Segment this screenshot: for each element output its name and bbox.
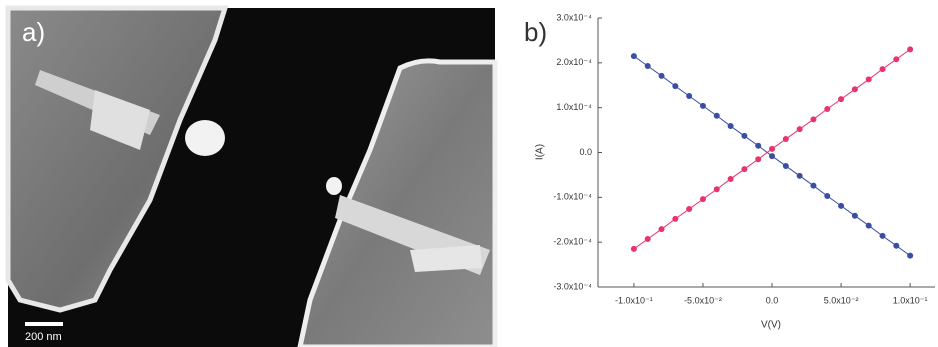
y-tick-label: 3.0x10⁻⁴ (556, 12, 592, 22)
data-point (630, 245, 637, 252)
data-point (741, 166, 748, 173)
data-point (713, 112, 720, 119)
y-tick-label: -2.0x10⁻⁴ (553, 237, 592, 247)
y-tick-label: -3.0x10⁻⁴ (553, 281, 592, 291)
data-point (658, 226, 665, 233)
y-tick-label: 1.0x10⁻⁴ (556, 102, 592, 112)
x-tick-label: 5.0x10⁻² (824, 295, 859, 305)
scale-bar-label: 200 nm (25, 331, 62, 343)
data-point (713, 186, 720, 193)
data-point (879, 66, 886, 73)
data-point (907, 46, 914, 53)
data-point (810, 116, 817, 123)
data-point (644, 62, 651, 69)
data-point (755, 142, 762, 149)
y-tick-label: 0.0 (579, 147, 592, 157)
data-point (741, 132, 748, 139)
data-point (879, 232, 886, 239)
particle (185, 120, 225, 156)
data-point (907, 252, 914, 259)
data-point (630, 53, 637, 60)
x-tick-label: -1.0x10⁻¹ (615, 295, 653, 305)
data-point (644, 236, 651, 243)
data-point (824, 192, 831, 199)
data-point (893, 56, 900, 63)
data-point (865, 222, 872, 229)
panel-label: a) (22, 17, 45, 47)
data-point (796, 172, 803, 179)
data-point (672, 83, 679, 90)
data-point (727, 175, 734, 182)
nanowire (410, 245, 482, 272)
data-point (658, 72, 665, 79)
particle (326, 177, 342, 195)
x-axis-label: V(V) (761, 320, 781, 331)
data-point (851, 86, 858, 93)
nanowire (90, 90, 150, 150)
data-point (824, 106, 831, 113)
data-point (865, 76, 872, 83)
y-axis-label: I(A) (535, 144, 546, 160)
data-point (893, 242, 900, 249)
scale-bar (25, 322, 63, 326)
data-point (699, 102, 706, 109)
data-point (782, 136, 789, 143)
data-point (686, 205, 693, 212)
x-tick-label: -5.0x10⁻² (684, 295, 722, 305)
data-point (838, 202, 845, 209)
y-tick-label: 2.0x10⁻⁴ (556, 57, 592, 67)
data-point (838, 96, 845, 103)
data-point (686, 93, 693, 100)
data-point (769, 145, 776, 152)
data-point (755, 156, 762, 163)
panel-label: b) (524, 17, 547, 47)
data-point (851, 212, 858, 219)
right-electrode (297, 58, 498, 347)
data-point (699, 196, 706, 203)
data-point (727, 123, 734, 130)
x-tick-label: 1.0x10⁻¹ (893, 295, 928, 305)
data-point (796, 126, 803, 133)
data-point (782, 162, 789, 169)
data-point (672, 215, 679, 222)
data-point (810, 182, 817, 189)
data-point (769, 153, 776, 160)
x-tick-label: 0.0 (766, 295, 779, 305)
sem-image: 200 nm a) (5, 5, 498, 347)
y-tick-label: -1.0x10⁻⁴ (553, 192, 592, 202)
